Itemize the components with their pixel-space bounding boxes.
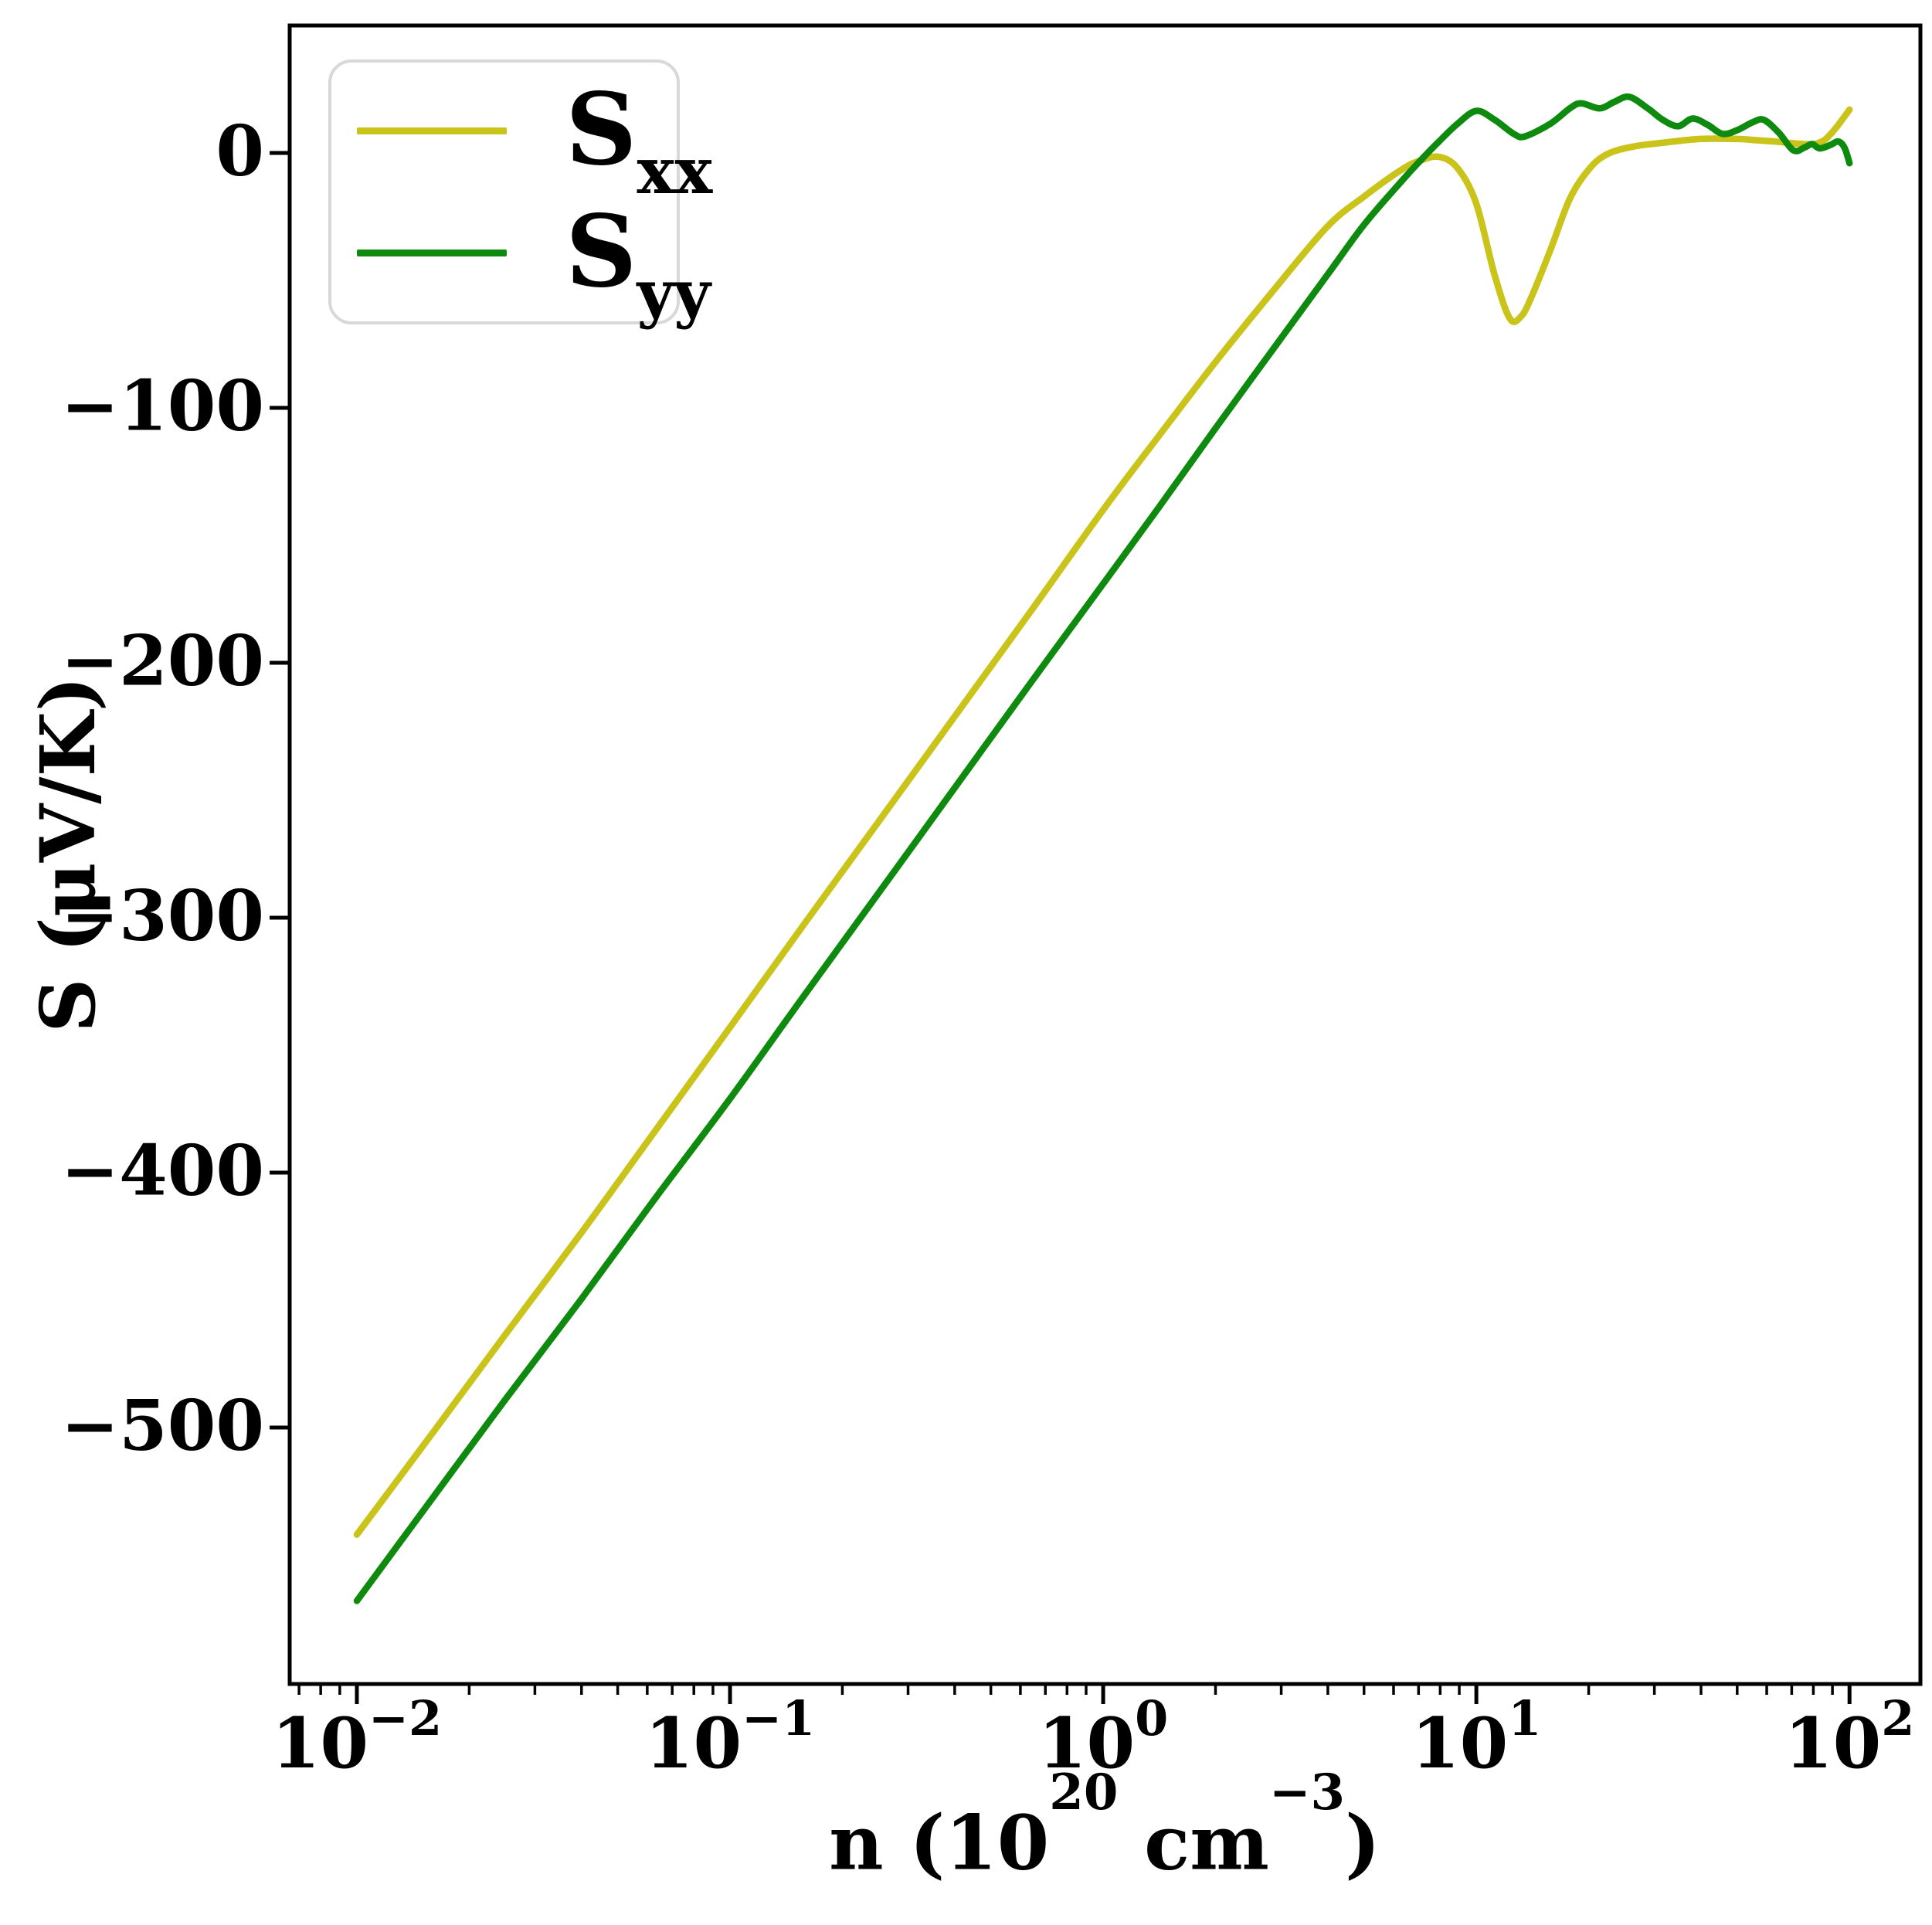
sxx-line-swatch: [357, 127, 507, 135]
y-tick-label: −200: [60, 620, 264, 702]
x-axis-label-mid: cm: [1118, 1798, 1269, 1887]
x-axis-label-exponent-minus3: −3: [1268, 1764, 1345, 1821]
x-axis-label-prefix: n (10: [829, 1798, 1050, 1887]
sxx-legend-label: Sxx: [565, 72, 713, 209]
y-tick-label: −400: [60, 1129, 264, 1212]
x-tick-label: 10−1: [644, 1690, 816, 1784]
y-tick-label: −300: [60, 874, 264, 957]
y-tick-label: −500: [60, 1384, 264, 1467]
legend-item-syy: Syy: [331, 199, 711, 325]
x-tick-label: 102: [1784, 1690, 1915, 1784]
legend: Sxx Syy: [328, 59, 712, 325]
x-tick-label: 100: [1037, 1690, 1169, 1784]
legend-item-sxx: Sxx: [331, 77, 712, 203]
syy-legend-label: Syy: [565, 193, 711, 331]
x-axis-label: n (1020 cm−3): [829, 1765, 1380, 1887]
x-axis-label-suffix: ): [1344, 1798, 1380, 1887]
syy-line-swatch: [357, 249, 507, 256]
y-tick-label: 0: [216, 110, 264, 192]
x-tick-label: 101: [1411, 1690, 1542, 1784]
x-axis-label-exponent-20: 20: [1049, 1764, 1119, 1821]
y-axis-label: S (μV/K): [24, 676, 112, 1033]
y-tick-label: −100: [60, 365, 264, 447]
series-s_yy-curve: [353, 93, 1853, 1604]
x-tick-label: 10−2: [271, 1690, 443, 1784]
